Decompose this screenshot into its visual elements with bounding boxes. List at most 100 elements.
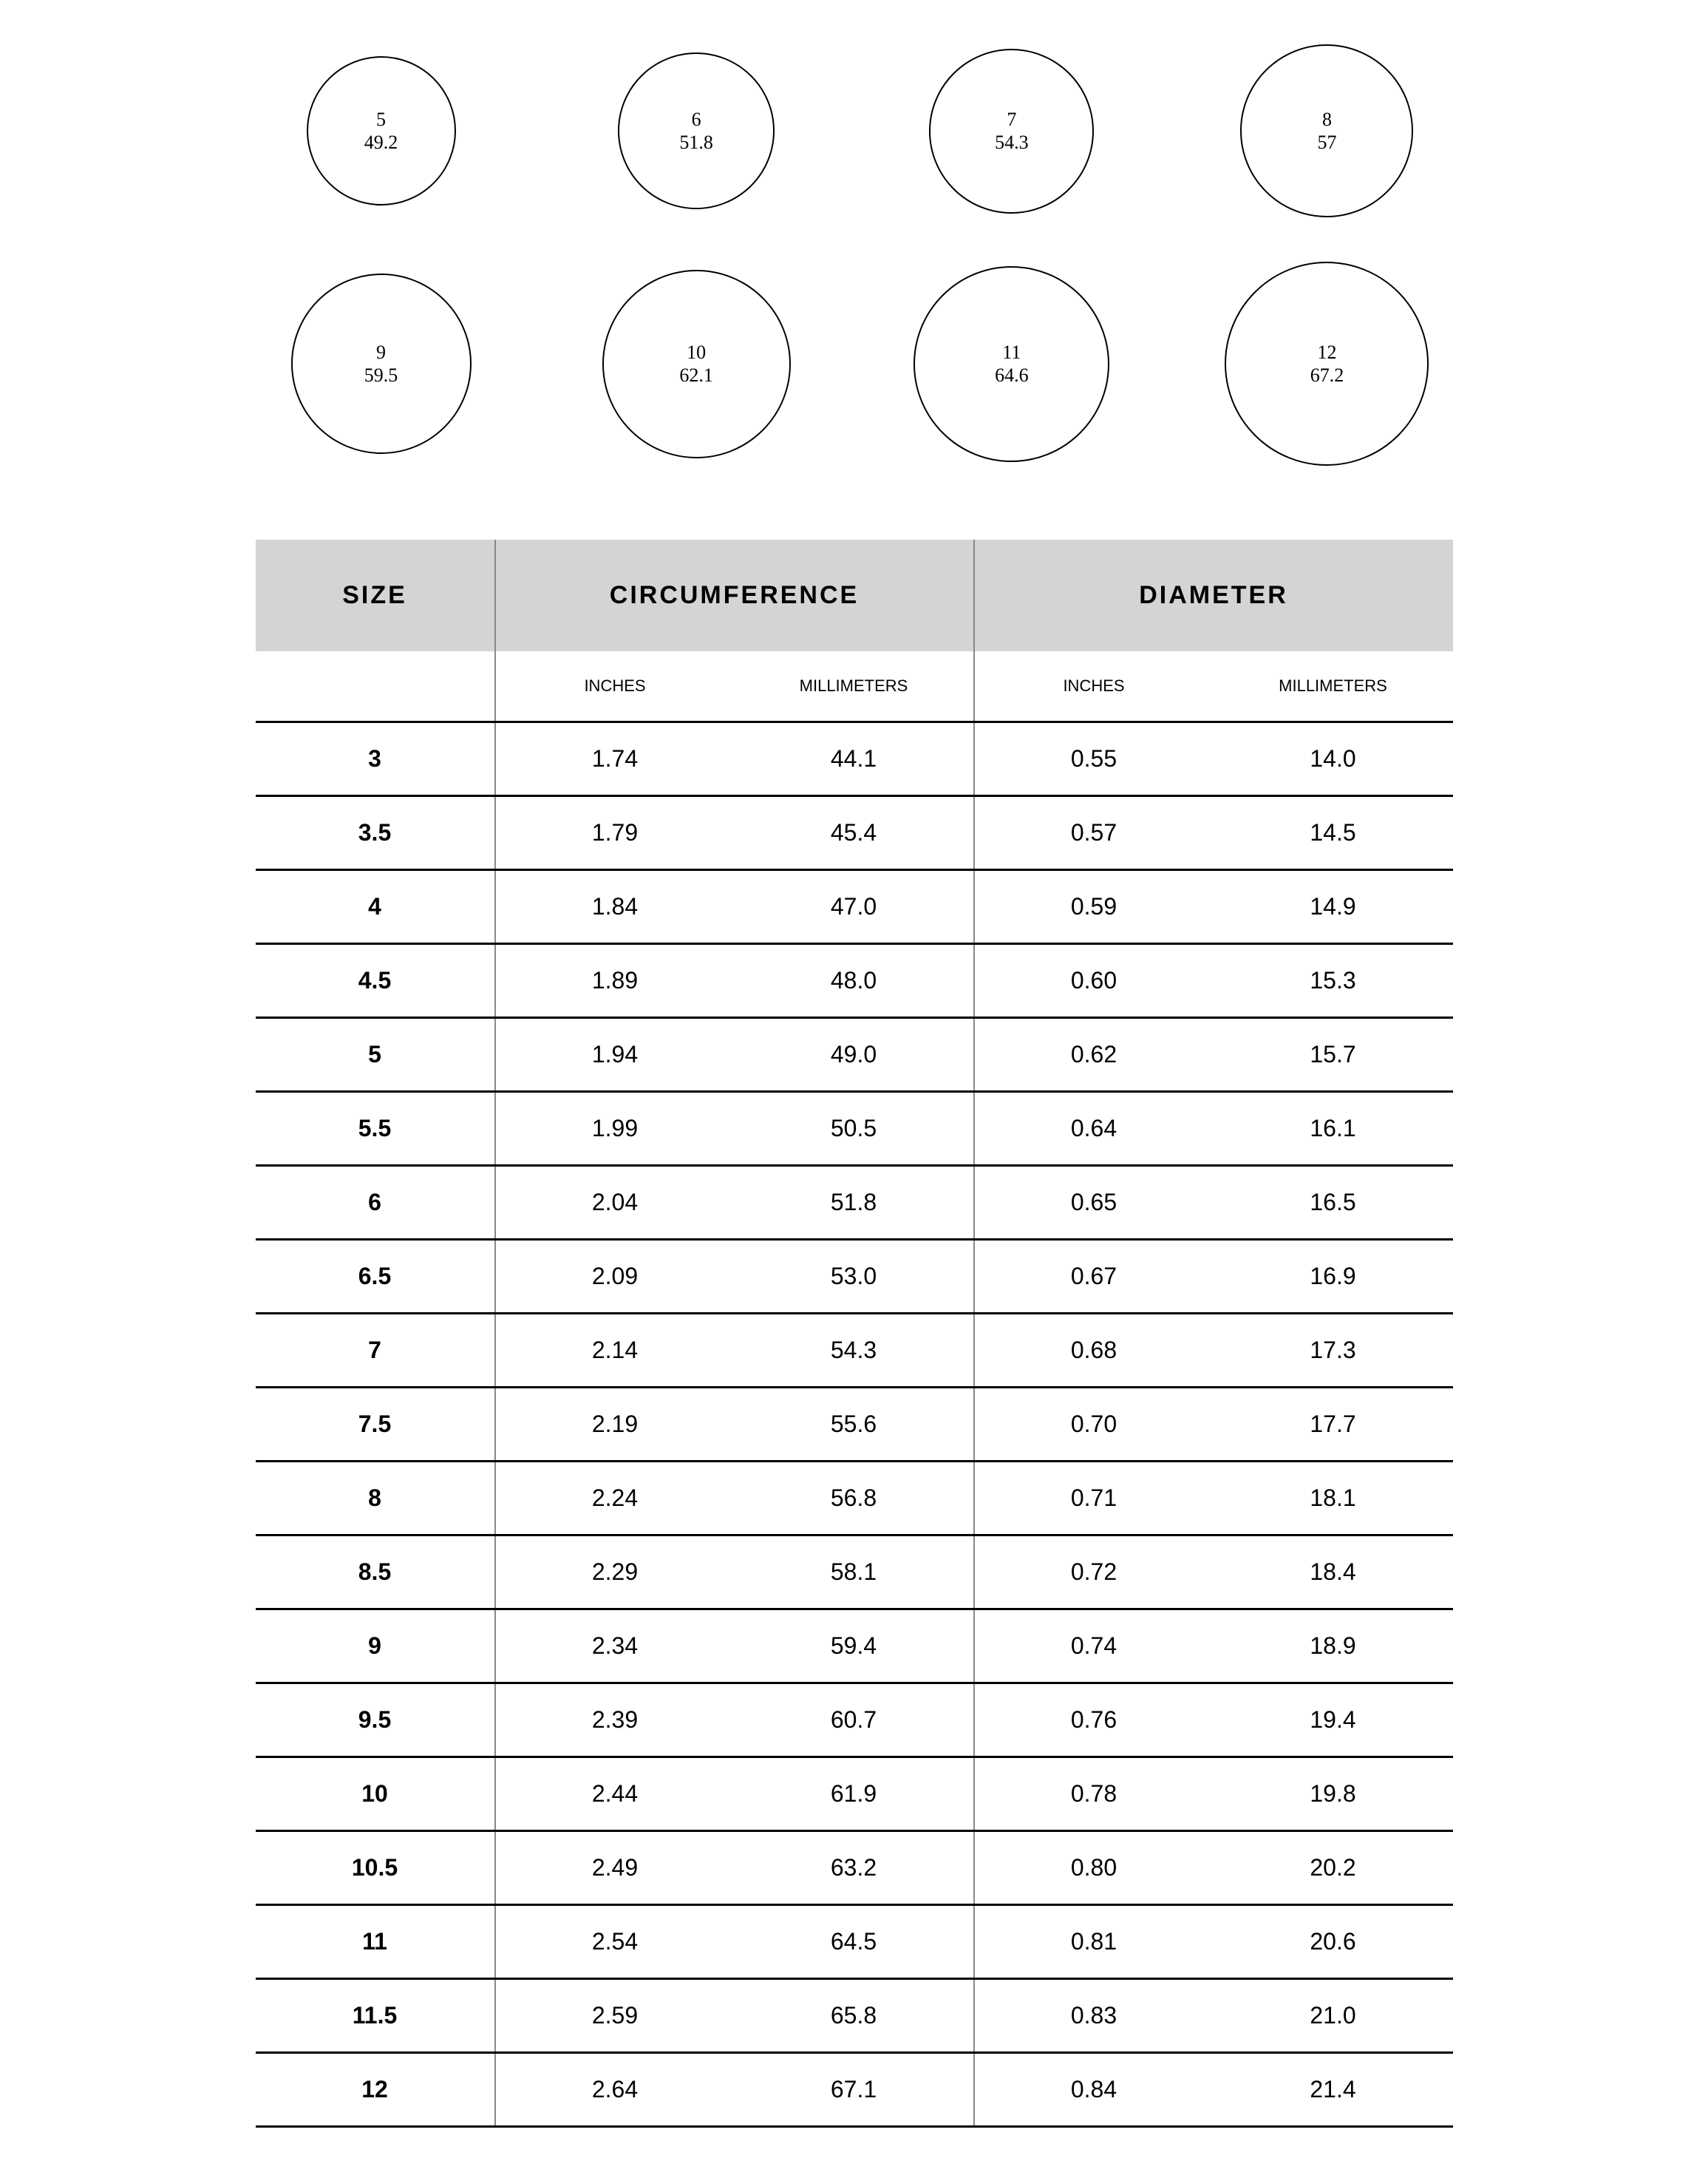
cell-circ-mm: 63.2 — [735, 1831, 974, 1905]
cell-diam-mm: 15.3 — [1214, 944, 1453, 1018]
cell-circ-mm: 67.1 — [735, 2053, 974, 2127]
cell-circ-inches: 1.89 — [495, 944, 735, 1018]
circle-size-label: 10 — [687, 341, 706, 364]
cell-circ-inches: 2.14 — [495, 1314, 735, 1388]
cell-size: 6 — [256, 1166, 495, 1240]
size-circle: 1164.6 — [913, 266, 1109, 462]
table-row: 7.52.1955.60.7017.7 — [256, 1388, 1453, 1462]
table-row: 82.2456.80.7118.1 — [256, 1462, 1453, 1535]
cell-circ-inches: 2.49 — [495, 1831, 735, 1905]
cell-circ-mm: 54.3 — [735, 1314, 974, 1388]
cell-size: 4.5 — [256, 944, 495, 1018]
cell-circ-mm: 55.6 — [735, 1388, 974, 1462]
size-circle: 857 — [1240, 44, 1413, 217]
cell-circ-inches: 2.39 — [495, 1683, 735, 1757]
cell-circ-mm: 44.1 — [735, 722, 974, 796]
cell-diam-mm: 17.7 — [1214, 1388, 1453, 1462]
table-row: 4.51.8948.00.6015.3 — [256, 944, 1453, 1018]
circle-row: 959.5 1062.1 1164.6 1267.2 — [256, 262, 1453, 466]
cell-size: 7.5 — [256, 1388, 495, 1462]
table-row: 112.5464.50.8120.6 — [256, 1905, 1453, 1979]
size-circle: 1062.1 — [602, 270, 791, 458]
table-row: 92.3459.40.7418.9 — [256, 1609, 1453, 1683]
cell-size: 6.5 — [256, 1240, 495, 1314]
cell-circ-inches: 2.44 — [495, 1757, 735, 1831]
table-row: 6.52.0953.00.6716.9 — [256, 1240, 1453, 1314]
cell-circ-mm: 48.0 — [735, 944, 974, 1018]
cell-diam-inches: 0.84 — [974, 2053, 1214, 2127]
cell-circ-mm: 47.0 — [735, 870, 974, 944]
circle-size-label: 11 — [1002, 341, 1021, 364]
circle-circumference-label: 64.6 — [995, 364, 1029, 387]
header-circumference: CIRCUMFERENCE — [495, 540, 974, 651]
cell-diam-mm: 19.4 — [1214, 1683, 1453, 1757]
cell-circ-mm: 51.8 — [735, 1166, 974, 1240]
cell-circ-inches: 1.74 — [495, 722, 735, 796]
circle-circumference-label: 59.5 — [364, 364, 398, 387]
table-row: 3.51.7945.40.5714.5 — [256, 796, 1453, 870]
cell-diam-mm: 21.0 — [1214, 1979, 1453, 2053]
header-diam-inches: INCHES — [974, 651, 1214, 722]
cell-diam-inches: 0.67 — [974, 1240, 1214, 1314]
cell-size: 4 — [256, 870, 495, 944]
cell-circ-inches: 1.79 — [495, 796, 735, 870]
table-row: 11.52.5965.80.8321.0 — [256, 1979, 1453, 2053]
cell-size: 3.5 — [256, 796, 495, 870]
circle-cell: 1062.1 — [571, 270, 822, 458]
circle-cell: 857 — [1201, 44, 1452, 217]
cell-diam-inches: 0.70 — [974, 1388, 1214, 1462]
cell-diam-mm: 16.5 — [1214, 1166, 1453, 1240]
cell-diam-inches: 0.59 — [974, 870, 1214, 944]
cell-circ-inches: 2.29 — [495, 1535, 735, 1609]
cell-diam-inches: 0.80 — [974, 1831, 1214, 1905]
circle-circumference-label: 49.2 — [364, 131, 398, 154]
cell-diam-mm: 17.3 — [1214, 1314, 1453, 1388]
cell-size: 11.5 — [256, 1979, 495, 2053]
header-size: SIZE — [256, 540, 495, 651]
table-row: 122.6467.10.8421.4 — [256, 2053, 1453, 2127]
cell-diam-inches: 0.64 — [974, 1092, 1214, 1166]
table-row: 10.52.4963.20.8020.2 — [256, 1831, 1453, 1905]
cell-diam-inches: 0.60 — [974, 944, 1214, 1018]
circle-cell: 1164.6 — [886, 266, 1137, 462]
cell-diam-inches: 0.62 — [974, 1018, 1214, 1092]
table-row: 9.52.3960.70.7619.4 — [256, 1683, 1453, 1757]
header-sub-empty — [256, 651, 495, 722]
circle-cell: 549.2 — [256, 56, 507, 206]
cell-circ-mm: 61.9 — [735, 1757, 974, 1831]
circle-circumference-label: 54.3 — [995, 131, 1029, 154]
cell-diam-inches: 0.55 — [974, 722, 1214, 796]
cell-circ-mm: 50.5 — [735, 1092, 974, 1166]
cell-diam-mm: 19.8 — [1214, 1757, 1453, 1831]
circle-cell: 651.8 — [571, 52, 822, 209]
cell-diam-inches: 0.68 — [974, 1314, 1214, 1388]
cell-size: 8 — [256, 1462, 495, 1535]
cell-diam-mm: 15.7 — [1214, 1018, 1453, 1092]
ring-size-table-section: SIZE CIRCUMFERENCE DIAMETER INCHES MILLI… — [256, 540, 1453, 2128]
circle-size-label: 8 — [1322, 108, 1332, 131]
cell-size: 10.5 — [256, 1831, 495, 1905]
table-row: 72.1454.30.6817.3 — [256, 1314, 1453, 1388]
cell-diam-mm: 14.9 — [1214, 870, 1453, 944]
cell-circ-mm: 65.8 — [735, 1979, 974, 2053]
circle-size-label: 6 — [692, 108, 701, 131]
table-row: 5.51.9950.50.6416.1 — [256, 1092, 1453, 1166]
circle-cell: 959.5 — [256, 274, 507, 454]
cell-diam-inches: 0.76 — [974, 1683, 1214, 1757]
cell-size: 5 — [256, 1018, 495, 1092]
cell-circ-inches: 2.54 — [495, 1905, 735, 1979]
circle-size-label: 12 — [1317, 341, 1336, 364]
header-diam-mm: MILLIMETERS — [1214, 651, 1453, 722]
cell-diam-mm: 21.4 — [1214, 2053, 1453, 2127]
header-diameter: DIAMETER — [974, 540, 1453, 651]
cell-diam-mm: 16.9 — [1214, 1240, 1453, 1314]
size-circle: 1267.2 — [1225, 262, 1429, 466]
cell-diam-inches: 0.71 — [974, 1462, 1214, 1535]
circle-circumference-label: 62.1 — [679, 364, 713, 387]
cell-diam-mm: 18.9 — [1214, 1609, 1453, 1683]
ring-size-table: SIZE CIRCUMFERENCE DIAMETER INCHES MILLI… — [256, 540, 1453, 2128]
circle-cell: 1267.2 — [1201, 262, 1452, 466]
cell-circ-inches: 2.09 — [495, 1240, 735, 1314]
table-header-main: SIZE CIRCUMFERENCE DIAMETER — [256, 540, 1453, 651]
cell-circ-inches: 1.99 — [495, 1092, 735, 1166]
